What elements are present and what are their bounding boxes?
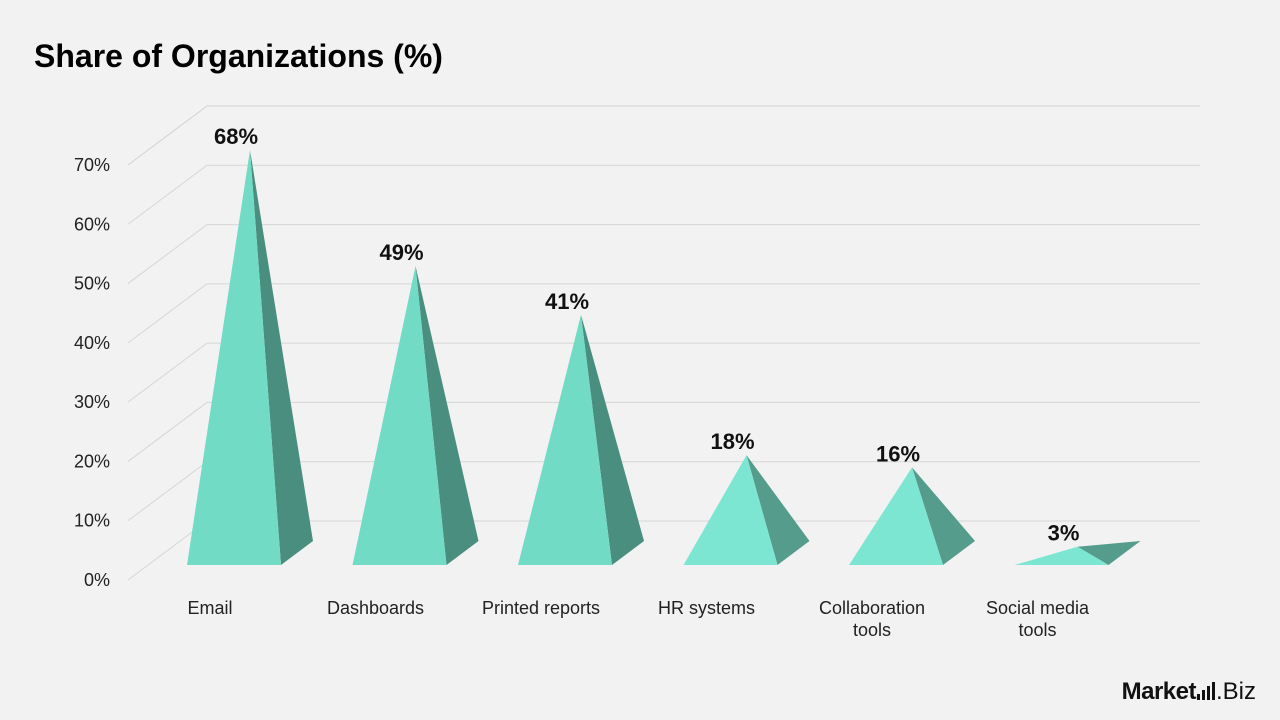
grid-line: [127, 105, 1200, 166]
brand-name: Market: [1121, 678, 1197, 705]
pyramid-side-face: [912, 467, 975, 565]
pyramid-front-face: [849, 467, 943, 565]
pyramid-front-face: [1014, 546, 1109, 565]
data-labels: 68% 49% 41% 18% 16% 3%: [214, 124, 1079, 546]
grid-line: [127, 105, 1200, 166]
bars: [187, 150, 1141, 565]
data-label: 41%: [545, 289, 589, 314]
grid-line: [127, 283, 1200, 344]
grid-line: [127, 164, 1200, 225]
pyramid-front-face: [518, 314, 612, 565]
y-tick-label: 60%: [74, 214, 110, 234]
pyramid-front-face: [187, 150, 281, 565]
category-label: Social media: [986, 598, 1090, 618]
pyramid-side-face: [581, 314, 644, 565]
brand-logo: Market .Biz: [1122, 678, 1256, 706]
y-tick-label: 50%: [74, 274, 110, 294]
category-label: HR systems: [658, 598, 755, 618]
chart-title: Share of Organizations (%): [34, 38, 443, 74]
brand-suffix: .Biz: [1215, 678, 1256, 705]
pyramid-front-face: [683, 455, 778, 565]
category-label: Dashboards: [327, 598, 424, 618]
y-tick-label: 0%: [84, 570, 110, 590]
data-label: 68%: [214, 124, 258, 149]
category-label: tools: [853, 620, 891, 640]
y-tick-label: 30%: [74, 392, 110, 412]
grid-line: [127, 342, 1200, 403]
pyramid-front-face: [352, 265, 447, 565]
data-label: 49%: [379, 240, 423, 265]
y-tick-label: 40%: [74, 333, 110, 353]
pyramid-side-face: [1077, 541, 1141, 565]
category-label: Collaboration: [819, 598, 925, 618]
category-labels: Email Dashboards Printed reports HR systems…: [187, 598, 1090, 640]
data-label: 16%: [876, 441, 920, 466]
y-tick-label: 10%: [74, 511, 110, 531]
pyramid-side-face: [250, 150, 313, 565]
data-label: 3%: [1048, 521, 1080, 546]
y-axis-ticks: 0% 10% 20% 30% 40% 50% 60% 70%: [74, 155, 110, 590]
pyramid-side-face: [415, 265, 479, 565]
grid-line: [127, 224, 1200, 284]
category-label: Printed reports: [482, 598, 600, 618]
data-label: 18%: [710, 429, 754, 454]
pyramid-side-face: [746, 455, 810, 565]
category-label: tools: [1018, 620, 1056, 640]
grid-line: [127, 401, 1200, 462]
y-tick-label: 70%: [74, 155, 110, 175]
bars-icon: [1196, 682, 1215, 700]
y-tick-label: 20%: [74, 451, 110, 471]
category-label: Email: [187, 598, 232, 618]
